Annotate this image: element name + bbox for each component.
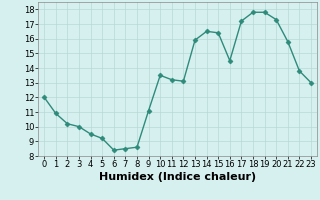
X-axis label: Humidex (Indice chaleur): Humidex (Indice chaleur): [99, 172, 256, 182]
